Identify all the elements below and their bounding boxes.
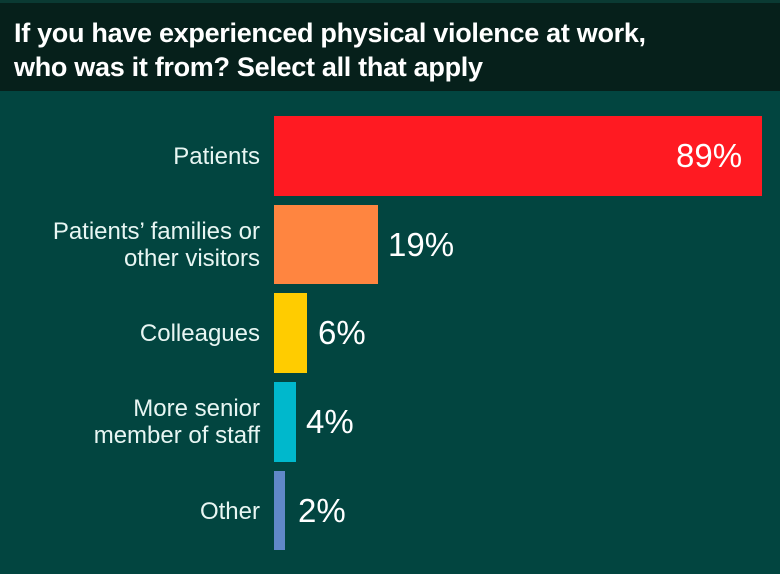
title-banner: If you have experienced physical violenc… [0, 3, 780, 91]
value-label: 2% [298, 492, 346, 529]
category-label: Patients’ families or other visitors [52, 218, 260, 272]
bar-colleagues [274, 293, 307, 373]
value-label: 6% [318, 314, 366, 351]
bar-families-visitors [274, 205, 378, 284]
bar-senior-staff [274, 382, 296, 462]
value-label: 4% [306, 403, 354, 440]
category-label: Other [199, 497, 260, 525]
category-label: Patients [173, 142, 260, 170]
category-label: More senior member of staff [93, 395, 260, 449]
bar-other [274, 471, 285, 550]
category-label: Colleagues [139, 319, 260, 347]
value-label: 89% [676, 137, 743, 174]
top-border [0, 0, 780, 3]
value-label: 19% [388, 226, 455, 263]
chart-title: If you have experienced physical violenc… [14, 18, 646, 82]
bar-patients [274, 116, 762, 196]
